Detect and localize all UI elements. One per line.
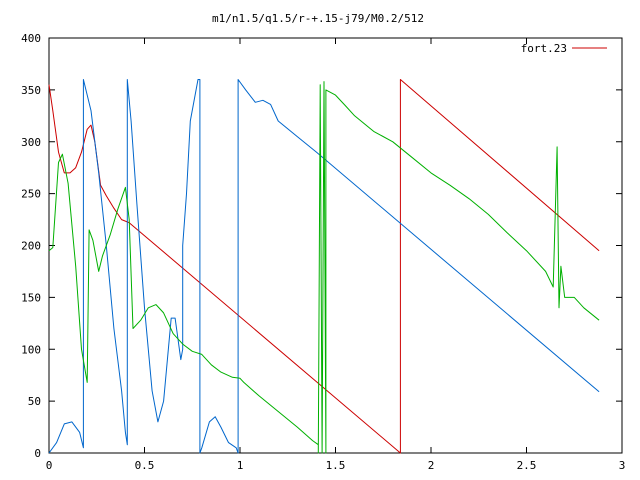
series-line-2 bbox=[48, 79, 600, 454]
chart-title: m1/n1.5/q1.5/r-+.15-j79/M0.2/512 bbox=[212, 12, 424, 25]
y-tick-label: 150 bbox=[21, 291, 41, 304]
y-tick-label: 50 bbox=[28, 395, 41, 408]
y-tick-label: 300 bbox=[21, 136, 41, 149]
x-tick-label: 0.5 bbox=[135, 459, 155, 472]
series-line-1 bbox=[48, 79, 600, 454]
x-tick-label: 2.5 bbox=[517, 459, 537, 472]
y-tick-label: 250 bbox=[21, 188, 41, 201]
axis-ticks: 0 0.5 1 1.5 2 2.5 3 0 50 100 150 200 250 300 350 400 bbox=[21, 32, 625, 472]
plot-frame bbox=[48, 37, 623, 454]
x-tick-label: 1.5 bbox=[326, 459, 346, 472]
legend-label-fort-23: fort.23 bbox=[521, 42, 567, 55]
y-tick-label: 400 bbox=[21, 32, 41, 45]
x-tick-label: 0 bbox=[46, 459, 53, 472]
x-tick-label: 2 bbox=[428, 459, 435, 472]
x-tick-label: 1 bbox=[237, 459, 244, 472]
series-line-3 bbox=[48, 81, 600, 454]
y-tick-label: 0 bbox=[34, 447, 41, 460]
y-tick-label: 100 bbox=[21, 343, 41, 356]
y-tick-label: 350 bbox=[21, 84, 41, 97]
x-tick-label: 3 bbox=[619, 459, 626, 472]
y-tick-label: 200 bbox=[21, 240, 41, 253]
series-layer bbox=[48, 79, 600, 454]
legend: fort.23 bbox=[521, 42, 607, 55]
